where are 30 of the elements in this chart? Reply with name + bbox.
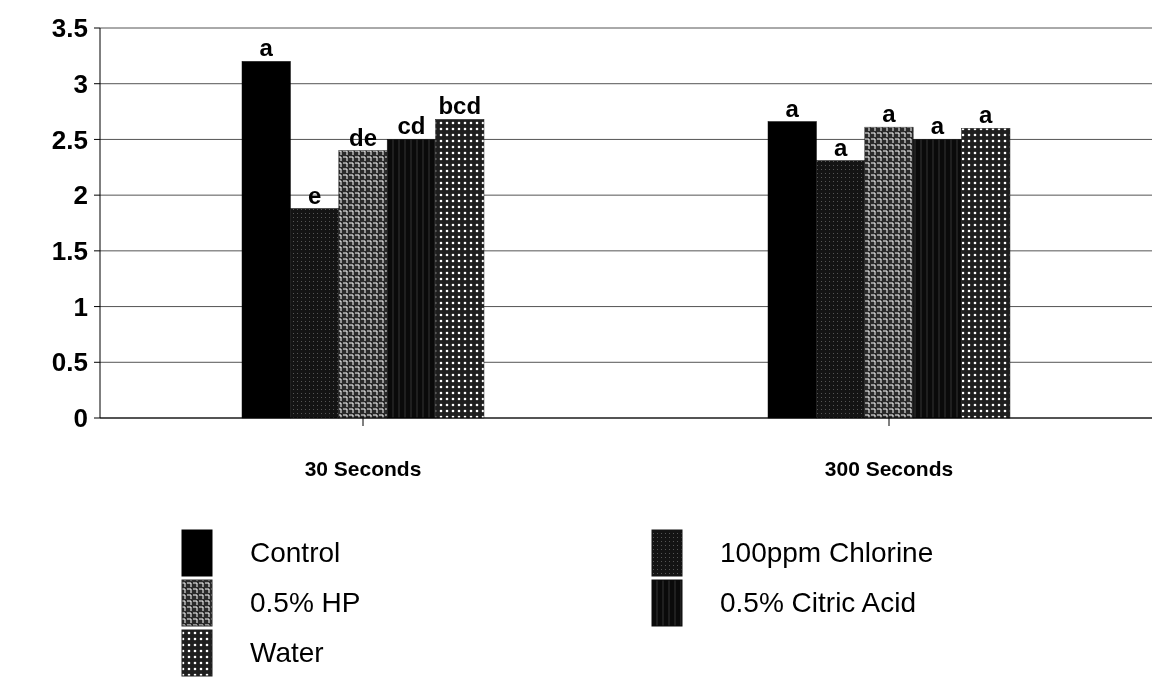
bar	[435, 119, 485, 419]
bar	[816, 160, 866, 419]
data-label: a	[930, 112, 945, 140]
x-tick-label: 300 Seconds	[824, 457, 954, 480]
y-tick-label: 3.5	[51, 13, 88, 44]
y-tick-label: 1	[73, 291, 88, 322]
y-tick-label: 2.5	[51, 124, 88, 155]
data-label: a	[833, 133, 848, 161]
bar	[864, 126, 914, 419]
x-tick-label: 30 Seconds	[304, 457, 422, 480]
data-label: e	[307, 181, 322, 209]
legend-label: 100ppm Chlorine	[720, 537, 934, 568]
data-label: a	[785, 94, 800, 122]
bar	[961, 128, 1011, 419]
y-tick-label: 0.5	[51, 347, 88, 378]
data-label: a	[259, 34, 274, 62]
y-tick-label: 2	[73, 180, 88, 211]
data-label: bcd	[438, 92, 482, 120]
data-label: a	[882, 100, 897, 128]
y-tick-label: 0	[73, 403, 88, 434]
data-label: a	[979, 101, 994, 129]
bar	[338, 150, 388, 419]
y-tick-label: 3	[73, 68, 88, 99]
legend-label: 0.5% Citric Acid	[720, 587, 917, 618]
legend-label: 0.5% HP	[250, 587, 361, 618]
legend-label: Control	[250, 537, 341, 568]
data-label: cd	[397, 112, 426, 140]
legend-label: Water	[250, 637, 324, 668]
y-tick-label: 1.5	[51, 235, 88, 266]
bar	[290, 208, 340, 419]
